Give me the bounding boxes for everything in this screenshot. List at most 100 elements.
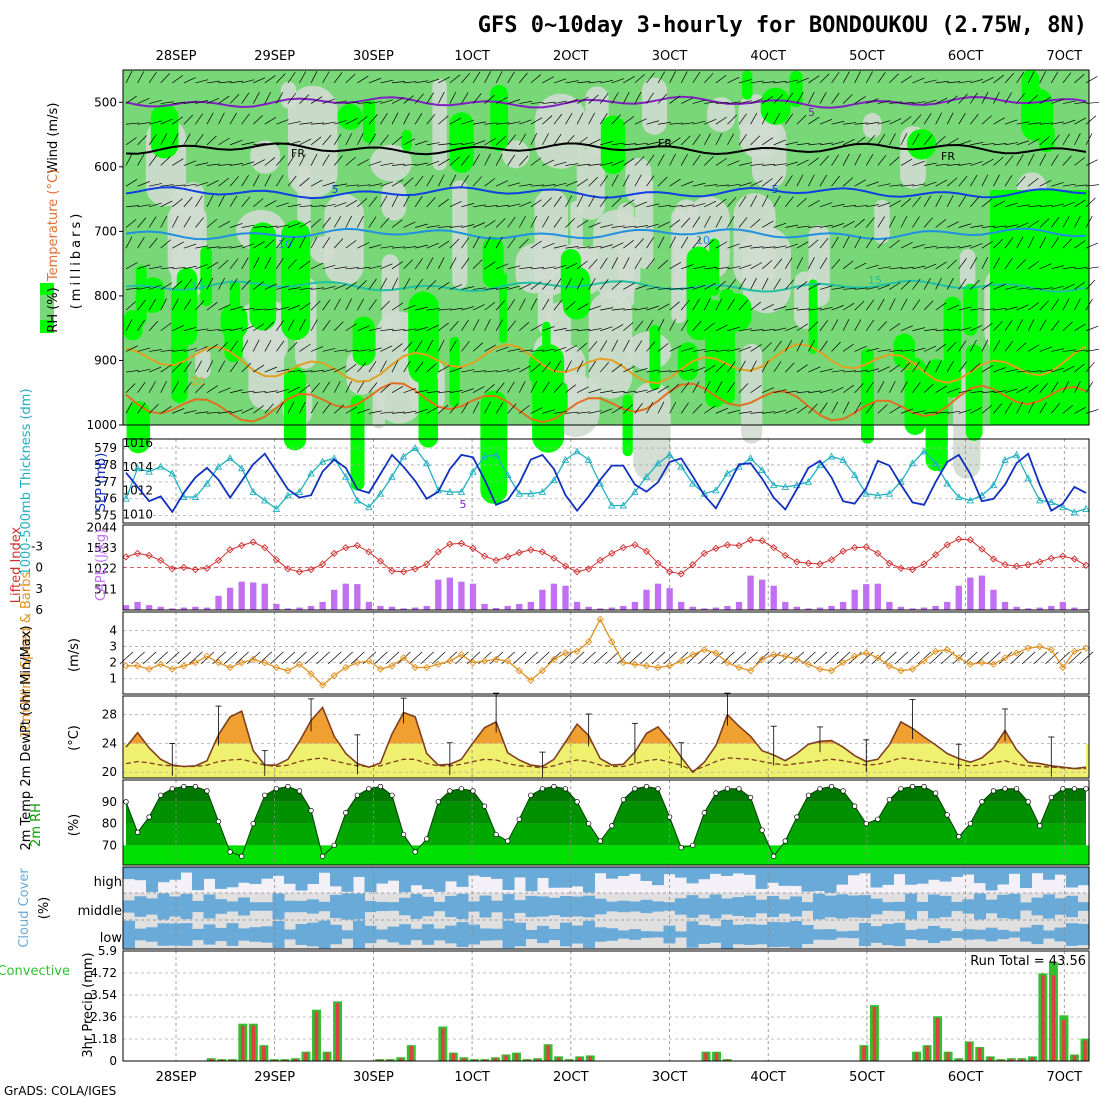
wind-barb (599, 362, 610, 373)
rh-point (192, 783, 199, 790)
rh-point (539, 786, 546, 792)
lifted-index-point (608, 549, 616, 557)
wind-barb (542, 101, 556, 104)
rh-point (227, 849, 233, 855)
wind-barb (316, 651, 330, 665)
cloud-low-bar (629, 929, 641, 940)
wind-barb (137, 217, 147, 228)
wind-barb (264, 174, 272, 187)
thickness-point (804, 477, 813, 485)
thickness-point (203, 479, 211, 487)
wind-barb (646, 286, 660, 290)
cape-bar (735, 601, 743, 610)
wind-barb (212, 651, 226, 665)
precip-tick: 0 (109, 1054, 117, 1068)
cape-bar (492, 607, 500, 610)
cloud-middle-bar (502, 894, 515, 919)
wind-barb (218, 411, 232, 414)
cloud-middle-bar (882, 902, 894, 911)
wind-point (504, 657, 512, 665)
precip-convective-bar (462, 1058, 466, 1061)
cloud-high-bar (261, 867, 273, 879)
lifted-index-tick: 0 (35, 561, 43, 575)
wind-barb (241, 224, 255, 228)
precip-convective-bar (725, 1059, 729, 1061)
wind-barb (507, 381, 515, 393)
wind-barb (403, 81, 417, 84)
wind-barb (495, 300, 506, 311)
wind-barb (831, 154, 839, 166)
wind-point (758, 655, 766, 664)
rh-dry-region (280, 81, 297, 109)
cloud-high-bar (445, 867, 457, 882)
wind-barb (900, 381, 908, 393)
wind-barb (1004, 92, 1012, 104)
wind-barb (761, 96, 774, 104)
wind-barb (900, 198, 912, 208)
wind-barb (206, 97, 219, 104)
wind-point (851, 652, 859, 660)
cape-bar (481, 603, 488, 610)
wind-point (631, 660, 639, 668)
cloud-middle-bar (203, 894, 216, 919)
lifted-index-point (214, 556, 223, 565)
rh-moist-region (760, 87, 791, 125)
wind-barb (657, 139, 671, 146)
wind-barb (958, 140, 972, 146)
wind-barb (125, 71, 133, 84)
precip-convective-bar (241, 1025, 245, 1061)
wind-barb (565, 411, 579, 414)
wind-point (388, 662, 396, 670)
wind-barb (900, 349, 914, 352)
wind-barb (403, 304, 416, 311)
cloud-high-bar (502, 867, 515, 891)
cloud-middle-bar (870, 898, 883, 915)
wind-barb (1085, 361, 1095, 373)
wind-barb (507, 71, 515, 84)
wind-barb (646, 120, 660, 125)
wind-barb (854, 153, 861, 166)
wind-barb (727, 101, 741, 104)
bottom-date-axis: 28SEP 29SEP 30SEP 1OCT 2OCT 3OCT 4OCT 5OCT 6OCT 7… (156, 1070, 1083, 1085)
wind-barb (802, 651, 816, 665)
wind-barb (669, 178, 681, 187)
cloud-middle-bar (1077, 902, 1090, 911)
wind-barb (796, 364, 808, 373)
rh-dry-region (535, 93, 586, 169)
cape-bar (654, 583, 662, 610)
rh-tick: 80 (102, 817, 117, 831)
thickness-point (1012, 450, 1021, 458)
wind-barb (160, 73, 170, 84)
wind-barb (403, 195, 411, 208)
wind-barb (593, 651, 608, 665)
wind-barb (600, 141, 613, 146)
wind-barb (206, 135, 217, 146)
wind-barb (333, 321, 344, 332)
wind-barb (704, 322, 715, 332)
wind-barb (866, 286, 880, 290)
wind-barb (461, 92, 469, 104)
wind-barb (542, 197, 552, 208)
contour-line (125, 95, 1087, 109)
wind-barb (484, 153, 491, 166)
cloud-low-bar (157, 923, 170, 946)
wind-barb (680, 217, 691, 228)
wind-barb (310, 179, 323, 187)
wind-barb (357, 381, 365, 393)
wind-barb (819, 340, 828, 352)
precip-convective-bar (546, 1045, 550, 1061)
wind-barb (866, 368, 879, 373)
wind-barb (553, 278, 562, 290)
wind-barb (843, 122, 857, 125)
wind-barb (310, 402, 319, 414)
wind-barb (981, 225, 995, 228)
cloud-middle-bar (629, 901, 641, 912)
rh-point (817, 786, 823, 792)
cape-bar (284, 608, 292, 610)
wind-barb (472, 176, 483, 187)
wind-barb (958, 93, 968, 104)
lifted-index-point (515, 548, 523, 557)
wind-barb (449, 284, 463, 290)
pressure-tick: 800 (94, 289, 117, 303)
lifted-index-point (770, 544, 778, 552)
